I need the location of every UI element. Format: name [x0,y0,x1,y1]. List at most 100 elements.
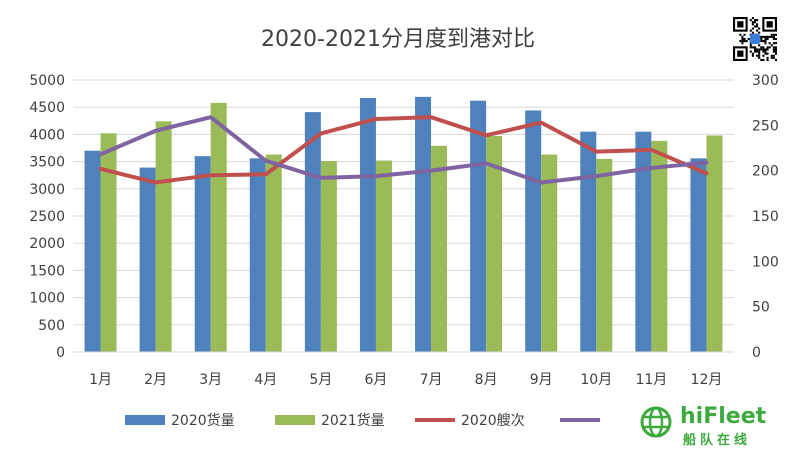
qr-module [758,27,761,30]
right-tick-label: 50 [752,300,770,316]
qr-module [764,52,767,55]
x-tick-label: 6月 [364,372,387,388]
qr-module [751,46,754,49]
brand-subtitle: 船队在线 [683,432,751,448]
qr-module [762,54,765,57]
x-tick-label: 7月 [420,372,443,388]
qr-module [751,31,754,34]
qr-module [753,46,757,49]
qr-module [760,40,763,43]
x-tick-label: 10月 [580,372,612,388]
qr-module [768,42,771,45]
series-line [98,115,709,185]
qr-module [766,56,769,59]
left-tick-label: 1500 [29,263,65,279]
bar [541,154,558,352]
qr-module [766,48,769,51]
bar [706,135,723,352]
qr-module [758,54,761,57]
bar [635,131,652,352]
bar [359,97,376,353]
qr-module [772,37,775,41]
qr-module [760,58,763,61]
qr-module [760,37,763,41]
series-line [98,115,709,185]
legend-swatch [275,415,315,425]
qr-module [749,50,752,53]
left-tick-label: 4000 [29,127,65,143]
qr-module [741,42,744,45]
qr-module [749,29,752,32]
bar [84,150,101,352]
bar [415,96,432,352]
qr-module [758,44,761,47]
qr-module [772,42,775,45]
bar [249,158,266,352]
qr-module [756,19,759,22]
left-axis-ticks: 0 500 1000 1500 2000 2500 3000 3500 4000 4500 5000 [29,73,65,361]
qr-finder [737,50,744,57]
qr-module [756,23,759,26]
qr-module [762,50,765,53]
x-axis-ticks: 1月 2月 3月 4月 5月 6月 7月 8月 9月 10月 11月 12月 [73,351,734,388]
bar [690,158,707,352]
right-tick-label: 250 [752,118,779,134]
qr-module [743,33,746,36]
globe-icon [640,406,672,438]
qr-module [756,54,759,57]
x-tick-label: 8月 [475,372,498,388]
qr-code-image [731,15,779,63]
qr-module [762,46,765,49]
qr-module [772,54,775,57]
left-tick-label: 3500 [29,155,65,171]
left-tick-label: 3000 [29,182,65,198]
qr-module [745,40,748,43]
qr-module [756,29,759,32]
left-tick-label: 4500 [29,100,65,116]
bar [304,112,321,352]
bar [470,100,487,352]
right-tick-label: 200 [752,164,779,180]
qr-module [753,19,757,22]
qr-module [753,48,757,51]
x-tick-label: 3月 [199,372,222,388]
qr-module [774,52,777,55]
bar [596,158,613,352]
bar [265,154,282,352]
qr-module [762,35,765,38]
bar [375,160,392,352]
right-tick-label: 0 [752,345,761,361]
qr-module [770,54,773,57]
bar [486,136,503,352]
left-tick-label: 1000 [29,291,65,307]
qr-module [770,35,773,38]
lines [98,115,709,185]
qr-module [774,48,777,51]
qr-module [772,33,775,36]
left-tick-label: 0 [56,345,65,361]
qr-finder [766,21,773,28]
qr-center-logo [750,34,760,44]
qr-module [772,50,775,53]
qr-module [760,35,763,38]
qr-module [758,52,761,55]
right-tick-label: 150 [752,209,779,225]
qr-module [751,52,754,55]
legend: 2020货量2021货量2020艘次202 [125,412,633,429]
qr-module [764,50,767,53]
qr-module [770,56,773,59]
bar [100,133,117,352]
qr-module [753,25,757,28]
qr-module [770,44,773,47]
qr-module [764,35,767,38]
qr-module [766,35,769,38]
qr-module [764,48,767,51]
bar [580,131,597,352]
qr-module [753,21,757,24]
qr-module [766,52,769,55]
bar [651,140,668,352]
qr-module [756,48,759,51]
bar [155,121,172,353]
